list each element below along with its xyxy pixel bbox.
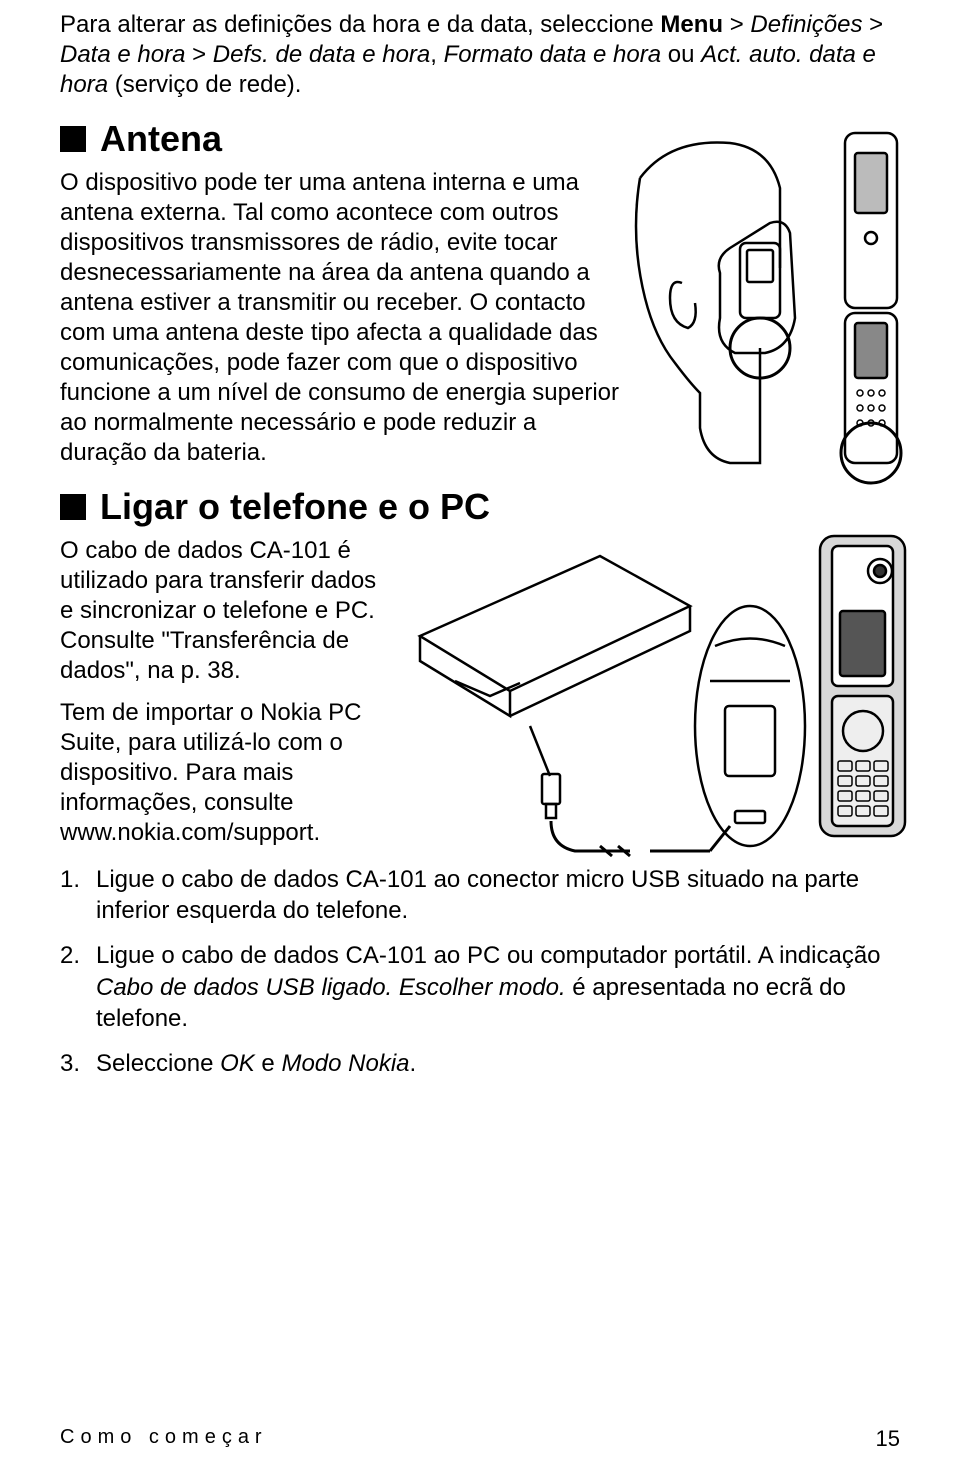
steps-list: 1. Ligue o cabo de dados CA-101 ao conec… (60, 860, 900, 1079)
antena-section: Antena O dispositivo pode ter uma antena… (60, 118, 900, 468)
pc-connection-illustration (400, 516, 920, 866)
page-footer: Como começar 15 (60, 1426, 900, 1452)
step-1: 1. Ligue o cabo de dados CA-101 ao conec… (60, 864, 900, 926)
intro-text: Para alterar as definições da hora e da … (60, 11, 660, 38)
step-2: 2. Ligue o cabo de dados CA-101 ao PC ou… (60, 940, 900, 1034)
footer-section: Como começar (60, 1426, 268, 1452)
definicoes-label: Definições (750, 11, 862, 38)
defs-label: Defs. de data e hora (213, 41, 430, 68)
antenna-illustration (620, 128, 910, 488)
ligar-p1: O cabo de dados CA-101 é utilizado para … (60, 536, 380, 686)
menu-label: Menu (660, 11, 723, 38)
square-bullet-icon (60, 494, 86, 520)
intro-paragraph: Para alterar as definições da hora e da … (60, 10, 900, 100)
formato-label: Formato data e hora (444, 41, 661, 68)
square-bullet-icon (60, 126, 86, 152)
antena-paragraph: O dispositivo pode ter uma antena intern… (60, 168, 620, 468)
ligar-section: Ligar o telefone e o PC O cabo de dados … (60, 486, 900, 1079)
ligar-p2: Tem de importar o Nokia PC Suite, para u… (60, 698, 380, 848)
page-number: 15 (876, 1426, 900, 1452)
step-3: 3. Seleccione OK e Modo Nokia. (60, 1048, 900, 1079)
data-hora-label: Data e hora (60, 41, 185, 68)
